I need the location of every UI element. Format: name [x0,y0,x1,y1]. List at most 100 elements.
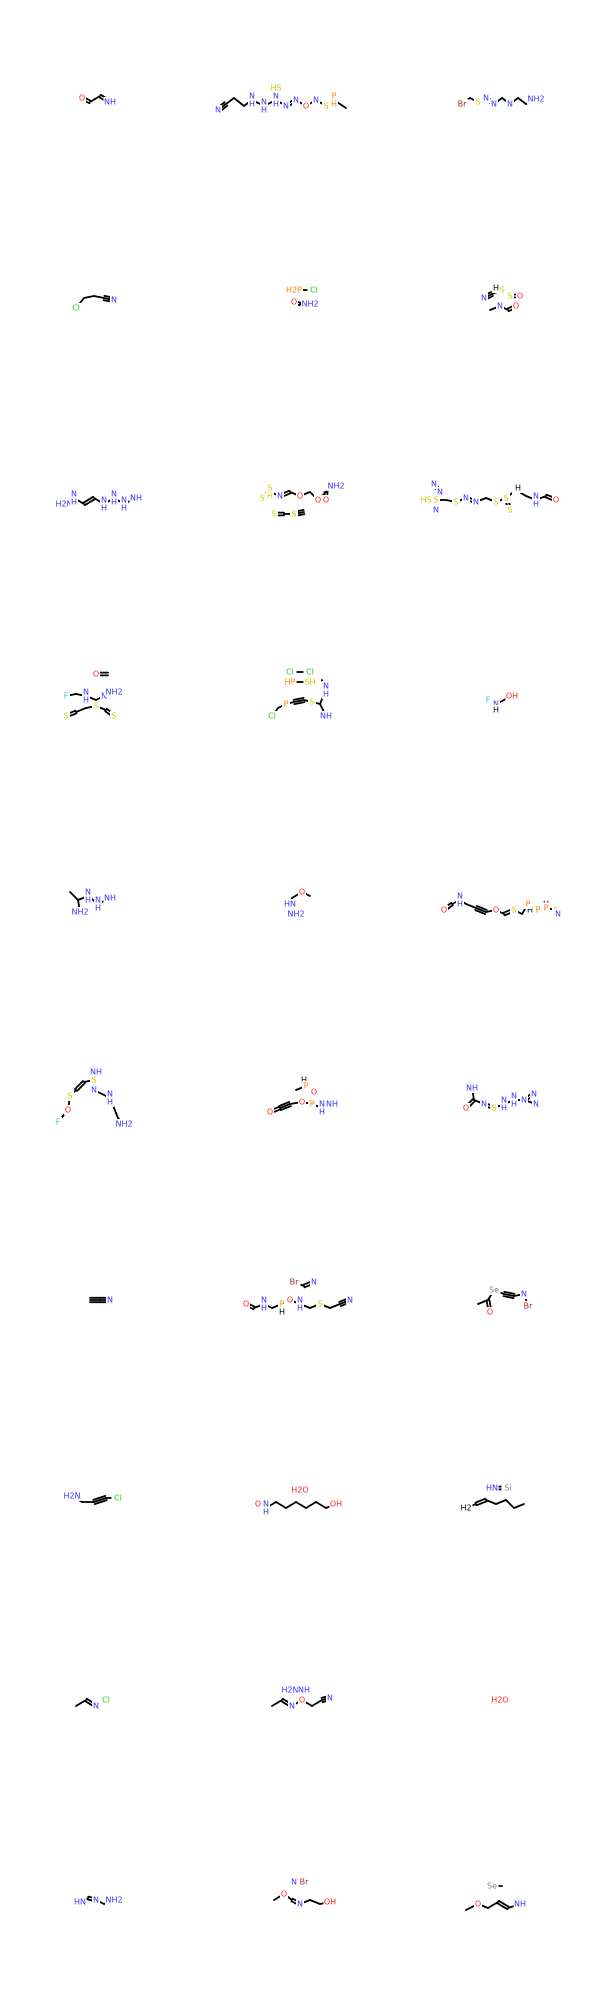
atom-label: N [71,490,77,499]
atom-label-background [84,887,92,905]
atom-label-background [291,1485,309,1495]
bond [82,498,90,504]
molecule-5: NSS OHN O [480,283,524,313]
atom-label-background [474,1899,482,1909]
bond [75,1702,82,1707]
atom-label-background [286,1295,294,1305]
atom-label-background [282,699,290,709]
bond [487,1904,494,1909]
atom-label-background [270,509,278,519]
atom-label-background [103,97,117,107]
atom-label: H [121,504,127,513]
bond [69,891,75,897]
atom-label: OH [506,692,518,701]
bond [219,101,226,107]
atom-label: S [67,1092,72,1101]
atom-label-background [329,1499,343,1509]
atom-label: H [95,904,101,913]
atom-label-background [516,291,524,301]
atom-label-background [520,1095,528,1105]
bond [93,497,100,502]
bond [274,1108,282,1113]
atom-label: N [313,96,319,105]
bond [479,911,487,915]
bond [306,1702,313,1707]
atom-label: NH2 [287,910,304,919]
atom-label-background [258,493,266,503]
atom-label-background [554,909,562,919]
atom-label: H [261,1304,267,1313]
atom-label-background [474,97,482,107]
atom-label: Br [524,1302,533,1311]
atom-label: HS [270,84,281,93]
atom-label: H2N [281,1686,298,1695]
atom-label-background [492,699,500,709]
atom-label: H [511,1100,517,1109]
bond [521,908,526,915]
atom-label-background [542,903,550,913]
atom-label: SH [304,678,315,687]
atom-label: H [263,1508,269,1517]
atom-label-background [510,1091,518,1109]
atom-label-background [111,1493,125,1503]
atom-label: N [291,1878,297,1887]
atom-label: Cl [306,668,314,677]
atom-label-background [290,509,298,519]
atom-label: H2P [286,286,302,295]
atom-label-background [283,667,297,677]
atom-label: N [121,496,127,505]
atom-label-background [462,493,470,503]
bond [284,1105,292,1109]
atom-label-background [314,495,322,505]
atom-label: N [273,92,279,101]
atom-label-background [300,1075,308,1085]
atom-label-background [487,1285,501,1295]
atom-label: O [475,1900,481,1909]
bond [468,1098,474,1104]
atom-label: H [501,1104,507,1113]
atom-label: S [63,712,68,721]
atom-label: N [481,1100,487,1109]
atom-label-background [506,505,514,515]
atom-label-background [552,495,560,505]
atom-label: NH2 [105,688,122,697]
bond [480,1500,488,1505]
atom-label-background [110,489,118,507]
atom-label: N [511,1092,517,1101]
bond [295,1501,302,1506]
atom-label-background [63,1491,81,1501]
atom-label-background [436,487,444,497]
atom-label-background [502,493,510,503]
molecule-26: H2O [491,1695,509,1705]
bond [297,696,305,700]
atom-label-background [82,687,90,705]
atom-label: O [303,102,309,111]
atom-label-background [298,887,306,897]
atom-label-background [492,905,500,915]
atom-label-background [456,891,464,909]
atom-label: NH [298,1686,310,1695]
bond [509,1503,515,1509]
atom-label: N [85,888,91,897]
molecule-20: Se N Br O [477,1285,535,1317]
bond [503,307,509,311]
atom-label: S [491,1104,496,1113]
atom-label: O [299,1098,305,1107]
atom-label: H [273,100,279,109]
bond [505,1499,511,1505]
atom-label: H [493,284,499,293]
atom-label-background [459,1503,473,1513]
atom-label-background [322,495,330,505]
atom-label-background [62,691,70,701]
atom-label-background [62,711,70,721]
atom-label-background [90,1085,98,1095]
atom-label-background [323,1897,337,1907]
atom-label-background [318,1099,326,1117]
atom-label-background [54,1117,62,1127]
atom-label: N [481,294,487,303]
bond [488,295,494,299]
molecule-4: H2P Cl O NH2 [285,285,321,309]
atom-label: O [315,496,321,505]
